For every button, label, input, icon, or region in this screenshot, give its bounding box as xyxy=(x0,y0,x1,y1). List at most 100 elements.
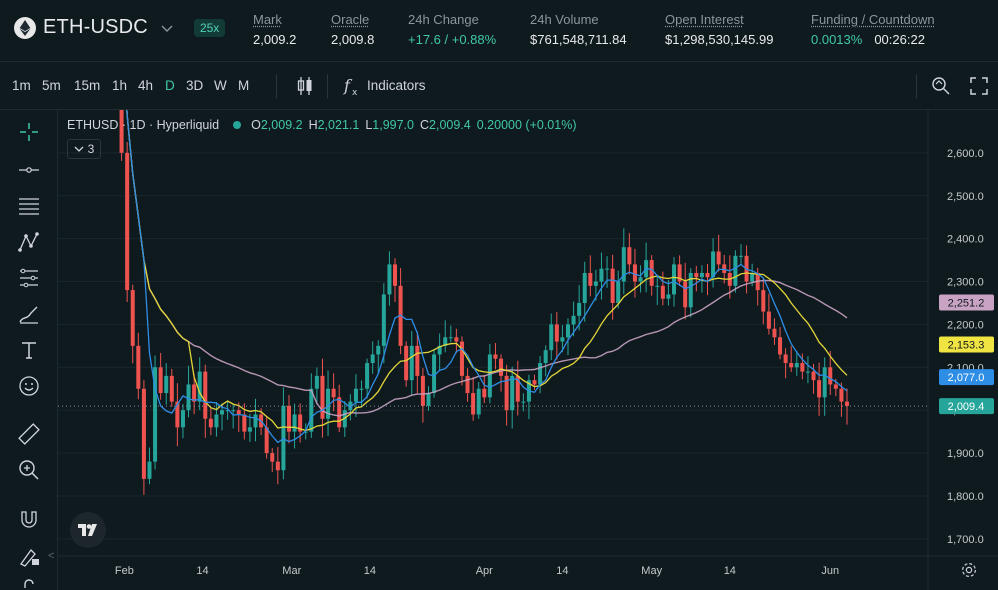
market-open-indicator xyxy=(233,121,242,129)
zoom-in-icon[interactable] xyxy=(17,458,41,482)
price-tag-label: 2,077.0 xyxy=(948,372,985,384)
candle-body xyxy=(180,410,185,428)
candle-body xyxy=(298,414,303,432)
timeframe-5m[interactable]: 5m xyxy=(42,78,61,93)
candle-body xyxy=(694,272,699,278)
candle-body xyxy=(599,268,604,282)
candle-body xyxy=(638,277,643,282)
candle-body xyxy=(844,401,850,406)
lock-drawing-icon[interactable] xyxy=(17,544,41,568)
timeframe-d[interactable]: D xyxy=(165,78,175,93)
candle-body xyxy=(158,367,163,394)
price-tag xyxy=(939,336,994,353)
candle-body xyxy=(772,328,777,338)
candle-body xyxy=(242,414,247,432)
candle-body xyxy=(125,152,130,291)
leverage-badge[interactable]: 25x xyxy=(193,18,226,37)
price-tag xyxy=(939,369,994,386)
candle-body xyxy=(281,405,286,471)
candle-body xyxy=(660,285,665,299)
timeframe-1m[interactable]: 1m xyxy=(12,78,31,93)
candle-body xyxy=(716,251,721,265)
y-axis-tick-label: 1,700.0 xyxy=(947,534,984,546)
y-axis-tick-label: 2,200.0 xyxy=(947,319,984,331)
candle-body xyxy=(543,350,548,364)
open-interest: Open Interest $1,298,530,145.99 xyxy=(665,12,774,47)
settings-gear-icon[interactable] xyxy=(960,561,978,579)
indicator-collapse-button[interactable]: 3 xyxy=(67,139,101,159)
candle-body xyxy=(192,384,197,402)
svg-text:x: x xyxy=(352,88,358,98)
candle-body xyxy=(738,255,743,257)
fib-lines-icon[interactable] xyxy=(17,194,41,218)
indicators-button[interactable]: Indicators xyxy=(367,78,426,93)
candle-body xyxy=(582,272,587,303)
candles-group xyxy=(119,110,850,495)
tradingview-logo[interactable] xyxy=(70,512,106,548)
fullscreen-icon[interactable] xyxy=(967,74,991,98)
candle-body xyxy=(588,272,593,286)
candle-body xyxy=(432,354,437,394)
pattern-icon[interactable] xyxy=(17,230,41,254)
mark-price: Mark 2,009.2 xyxy=(253,12,297,47)
candle-body xyxy=(733,255,738,286)
toolbar-divider xyxy=(276,74,277,98)
candle-body xyxy=(817,380,822,398)
y-axis-tick-label: 1,800.0 xyxy=(947,491,984,503)
funding-countdown-timer: 00:26:22 xyxy=(874,32,925,47)
legend-high: 2,021.1 xyxy=(317,118,360,132)
horizontal-line-icon[interactable] xyxy=(17,158,41,182)
candle-body xyxy=(761,290,766,312)
candle-body xyxy=(303,431,308,433)
visibility-lock-icon[interactable] xyxy=(17,576,41,590)
x-axis-tick-label: 14 xyxy=(556,565,568,577)
text-icon[interactable] xyxy=(17,338,41,362)
price-chart[interactable]: 2,600.02,500.02,400.02,300.02,200.02,100… xyxy=(58,110,998,590)
symbol-selector[interactable]: ETH-USDC 25x xyxy=(14,16,226,39)
timeframe-3d[interactable]: 3D xyxy=(186,78,204,93)
y-axis-tick-label: 1,900.0 xyxy=(947,448,984,460)
candle-body xyxy=(437,345,442,355)
crosshair-icon[interactable] xyxy=(17,120,41,144)
ma-fast-line xyxy=(126,110,848,444)
candle-body xyxy=(359,388,364,390)
candle-body xyxy=(811,371,816,381)
projection-icon[interactable] xyxy=(17,266,41,290)
candle-body xyxy=(214,414,219,428)
price-tag xyxy=(939,398,994,415)
snapshot-icon[interactable] xyxy=(929,74,953,98)
candle-body xyxy=(370,354,375,364)
timeframe-w[interactable]: W xyxy=(214,78,227,93)
candle-body xyxy=(833,384,838,389)
price-tag-label: 2,153.3 xyxy=(948,339,985,351)
scroll-left-icon[interactable]: < xyxy=(48,550,55,562)
candle-body xyxy=(365,363,370,389)
oracle-price: Oracle 2,009.8 xyxy=(331,12,375,47)
emoji-icon[interactable] xyxy=(17,374,41,398)
brush-icon[interactable] xyxy=(17,302,41,326)
candle-body xyxy=(153,367,158,462)
candle-body xyxy=(130,290,135,346)
timeframe-1h[interactable]: 1h xyxy=(112,78,128,93)
candle-body xyxy=(415,345,420,376)
candle-body xyxy=(800,363,805,372)
candlestick-type-icon[interactable] xyxy=(293,74,317,98)
candle-body xyxy=(677,264,682,282)
ethereum-icon xyxy=(14,16,36,39)
candle-body xyxy=(381,294,386,346)
candle-body xyxy=(750,272,755,282)
candle-body xyxy=(839,388,844,402)
ruler-icon[interactable] xyxy=(17,422,41,446)
x-axis-tick-label: May xyxy=(641,565,662,577)
candle-body xyxy=(794,363,799,368)
chevron-down-icon[interactable] xyxy=(159,20,175,36)
candle-body xyxy=(286,405,291,432)
timeframe-4h[interactable]: 4h xyxy=(138,78,154,93)
timeframe-m[interactable]: M xyxy=(238,78,250,93)
magnet-icon[interactable] xyxy=(17,508,41,532)
candle-body xyxy=(538,363,543,385)
candle-body xyxy=(275,461,280,471)
funding-countdown: Funding / Countdown 0.0013% 00:26:22 xyxy=(811,12,935,47)
timeframe-15m[interactable]: 15m xyxy=(74,78,101,93)
